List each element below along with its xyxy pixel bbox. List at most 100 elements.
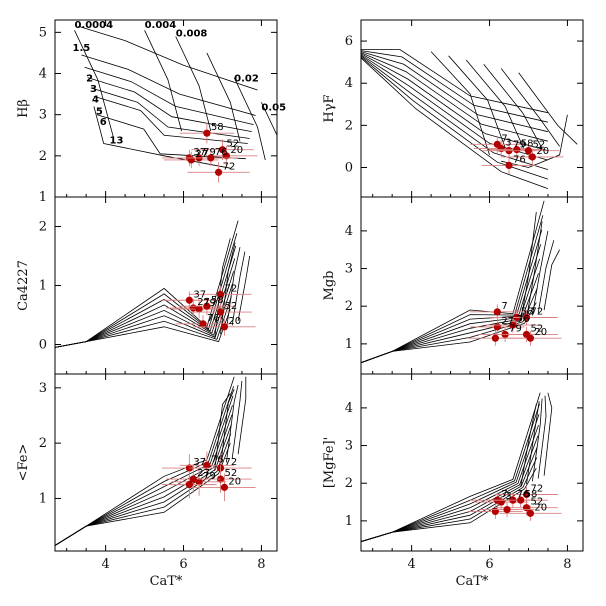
y-tick-label: 1 [39, 491, 47, 506]
y-axis-label: Hβ [16, 99, 31, 118]
data-points [162, 285, 256, 336]
point-label: 58 [211, 295, 224, 306]
data-point [195, 305, 203, 313]
grid-line [361, 55, 549, 170]
data-point [513, 145, 521, 154]
y-tick-label: 2 [345, 299, 353, 314]
point-label: 52 [225, 301, 238, 312]
data-point [195, 478, 203, 486]
axes-frame [54, 373, 278, 552]
y-tick-label: 1 [345, 337, 353, 352]
point-label: 37 [193, 457, 206, 468]
y-axis-label: <Fe> [16, 444, 31, 482]
grid-label: 0.0004 [74, 20, 113, 31]
point-label: 27 [195, 149, 208, 160]
grid-line [55, 442, 231, 546]
grid-label: 6 [100, 117, 107, 128]
y-tick-label: 3 [345, 439, 353, 454]
point-label: 20 [534, 502, 547, 513]
y-tick-label: 1 [39, 279, 47, 294]
y-tick-label: 0 [345, 161, 353, 176]
point-label: 52 [532, 140, 545, 151]
data-point [505, 161, 513, 169]
point-label: 7 [501, 489, 507, 500]
data-point [189, 475, 197, 483]
axes-frame [360, 196, 584, 375]
point-label: 3 [505, 491, 511, 502]
point-label: 27 [501, 316, 514, 327]
point-label: 20 [228, 476, 241, 487]
y-tick-label: 3 [39, 381, 47, 396]
grid-line [87, 77, 252, 132]
point-label: 27 [197, 297, 210, 308]
data-points [162, 451, 256, 502]
grid-line [532, 398, 543, 482]
data-point [528, 153, 536, 161]
data-point [203, 129, 211, 137]
y-tick-label: 6 [345, 34, 353, 49]
data-points [468, 304, 562, 346]
data-point [526, 334, 535, 342]
point-label: 72 [531, 484, 544, 495]
point-label: 58 [521, 139, 534, 150]
y-tick-label: 5 [39, 25, 47, 40]
data-points [468, 486, 562, 521]
grid-line [448, 55, 508, 153]
model-grid [361, 49, 578, 189]
grid-line [81, 54, 256, 116]
axes-frame [360, 373, 584, 552]
y-tick-label: 2 [345, 476, 353, 491]
y-tick-label: 1 [39, 190, 47, 205]
grid-label: 0.008 [176, 28, 208, 39]
grid-label: 1.5 [73, 43, 91, 54]
x-tick-label: 8 [563, 557, 571, 572]
grid-line [74, 30, 114, 138]
point-label: 76 [211, 454, 224, 465]
x-tick-label: 6 [179, 557, 187, 572]
point-label: 3 [505, 138, 511, 149]
data-points [162, 122, 258, 183]
grid-line [501, 114, 568, 168]
grid-label: 3 [90, 84, 97, 95]
grid-label: 0.02 [234, 74, 259, 85]
y-tick-label: 2 [345, 118, 353, 133]
grid-line [226, 247, 241, 330]
y-tick-label: 0 [39, 338, 47, 353]
y-tick-label: 3 [345, 262, 353, 277]
grid-line [361, 49, 548, 114]
point-label: 7 [501, 133, 507, 144]
data-point [509, 321, 517, 329]
grid-line [361, 244, 542, 364]
grid-line [175, 36, 212, 132]
grid-line [361, 467, 537, 542]
data-point [214, 168, 223, 176]
grid-line [93, 95, 248, 144]
point-label: 76 [517, 489, 530, 500]
data-point [522, 313, 531, 322]
grid-line [361, 56, 549, 180]
y-tick-label: 3 [39, 108, 47, 123]
grid-line [361, 424, 539, 542]
grid-line [206, 52, 241, 142]
point-label: 79 [509, 323, 522, 334]
y-tick-label: 2 [39, 436, 47, 451]
point-label: 37 [193, 289, 206, 300]
grid-line [231, 380, 243, 459]
grid-label: 4 [92, 94, 99, 105]
model-grid [361, 392, 553, 542]
point-label: 79 [203, 147, 216, 158]
data-point [522, 490, 531, 499]
grid-line [361, 51, 548, 133]
data-point [220, 483, 229, 491]
y-tick-label: 4 [345, 401, 353, 416]
y-axis-label: [MgFe]' [322, 437, 337, 488]
grid-line [526, 221, 543, 319]
point-label: 72 [531, 307, 544, 318]
grid-line [361, 435, 539, 542]
model-grid [74, 25, 277, 169]
grid-line [430, 51, 490, 156]
data-point [185, 296, 193, 304]
grid-line [518, 72, 578, 145]
